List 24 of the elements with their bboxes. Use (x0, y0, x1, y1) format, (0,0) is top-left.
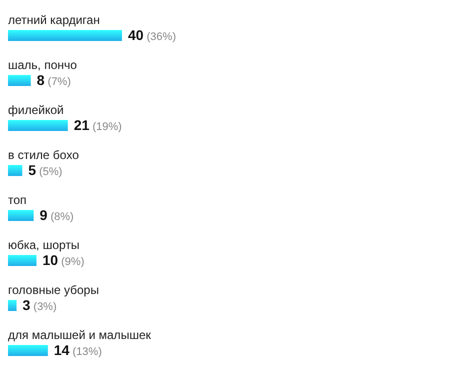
data-label: 10 (9%) (42, 252, 84, 268)
y-tick-label: головные уборы (8, 283, 99, 297)
data-label: 5 (5%) (28, 162, 62, 178)
data-label: 8 (7%) (36, 72, 71, 88)
bar (8, 75, 31, 86)
y-tick-label: летний кардиган (8, 13, 100, 27)
data-label: 14 (13%) (54, 342, 102, 358)
data-label: 3 (3%) (22, 297, 57, 313)
bar (8, 120, 68, 131)
y-tick-label: в стиле бохо (8, 148, 80, 162)
bar (8, 300, 17, 311)
y-tick-label: шаль, пончо (8, 58, 78, 72)
bar (8, 345, 48, 356)
bar (8, 165, 22, 176)
y-tick-label: юбка, шорты (8, 238, 80, 252)
data-label: 9 (8%) (40, 207, 74, 223)
y-tick-label: топ (8, 193, 27, 207)
data-label: 21 (19%) (74, 117, 122, 133)
bar (8, 210, 34, 221)
bar (8, 255, 36, 266)
bar (8, 30, 122, 41)
y-tick-label: филейкой (8, 103, 64, 117)
data-label: 40 (36%) (128, 27, 176, 43)
y-tick-label: для малышей и малышек (8, 328, 152, 342)
